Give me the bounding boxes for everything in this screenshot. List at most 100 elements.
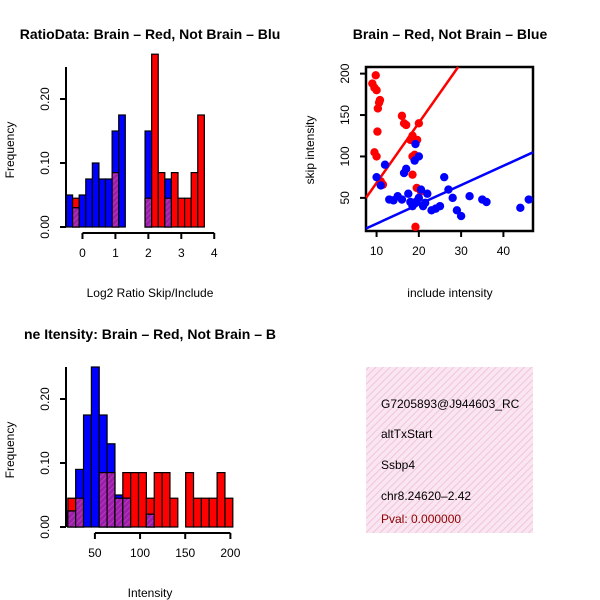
point-notbrain-33 [524,195,533,204]
ratio-y-label: Frequency [3,122,17,179]
scatter-x-tick-label-2: 30 [454,244,468,258]
point-brain-2 [371,71,380,80]
point-notbrain-19 [420,198,430,208]
bar-brain-0-18 [183,197,192,228]
scatter-axes: 50 100 150 200 10 20 30 40 [338,63,510,258]
bar-overlap-2-4 [98,472,108,528]
bar-brain-0-19 [190,172,199,228]
scatter-points [368,71,533,232]
y-tick-label-2-2: 0.20 [38,387,52,411]
point-notbrain-2 [380,160,390,169]
scatter-y-tick-label-3: 200 [338,63,352,83]
x-tick-label-2-2: 150 [175,546,195,560]
point-brain-9 [372,152,381,161]
bar-overlap-2-6 [114,497,124,528]
point-notbrain-28 [456,211,466,221]
bar-brain-2-8 [130,472,140,528]
bar-notbrain-0-4 [91,162,100,228]
bar-overlap-0-7 [111,172,120,228]
bar-brain-0-14 [157,172,166,228]
point-notbrain-6 [397,195,407,204]
info-location: chr8.24620–2.42 [381,489,471,503]
bar-notbrain-0-3 [85,178,93,228]
point-notbrain-17 [416,185,426,194]
bar-brain-2-16 [192,497,202,528]
info-pval: Pval: 0.000000 [381,512,461,526]
point-notbrain-24 [440,172,449,182]
ratio-histogram-panel: RatioData: Brain – Red, Not Brain – Blu … [3,26,280,300]
scatter-x-tick-label-3: 40 [497,244,511,258]
bar-brain-2-20 [224,497,234,528]
bar-brain-0-17 [177,197,186,228]
bar-notbrain-0-5 [98,178,107,228]
bar-overlap-0-1 [71,207,80,228]
intensity-histogram-panel: ne Itensity: Brain – Red, Not Brain – B … [3,326,276,600]
point-notbrain-25 [444,185,453,194]
point-notbrain-1 [376,181,385,190]
ratio-x-label: Log2 Ratio Skip/Include [87,286,214,300]
bar-brain-0-16 [170,172,179,228]
bar-overlap-2-1 [75,497,85,528]
point-notbrain-27 [452,206,462,215]
bar-brain-2-9 [137,472,147,528]
x-tick-label-2-3: 200 [220,546,240,560]
bar-notbrain-0-6 [104,178,113,228]
point-notbrain-8 [401,164,411,174]
scatter-y-tick-label-2: 150 [338,105,352,125]
bar-notbrain-0-2 [78,194,87,228]
info-event-id: G7205893@J944603_RC [381,397,520,411]
point-brain-15 [401,120,411,130]
point-notbrain-31 [482,197,491,207]
intensity-x-label: Intensity [128,586,173,600]
point-brain-22 [414,119,424,128]
ratio-axes: 0.00 0.10 0.20 0 1 2 3 4 [38,67,218,260]
point-brain-23 [408,170,417,179]
point-notbrain-34 [414,152,424,161]
point-notbrain-16 [414,193,424,203]
scatter-x-tick-label-1: 20 [412,244,426,258]
y-tick-label-2-0: 0.00 [38,515,52,539]
x-tick-label-2-0: 50 [88,546,102,560]
bar-brain-0-20 [197,114,205,228]
scatter-y-tick-label-1: 100 [338,146,352,166]
info-event-type: altTxStart [381,427,433,441]
intensity-y-label: Frequency [3,422,17,479]
point-brain-7 [373,127,382,136]
scatter-x-tick-label-0: 10 [370,244,384,258]
bar-notbrain-2-2 [82,414,92,528]
bar-overlap-2-7 [122,497,132,528]
info-clip-mask [533,395,600,415]
bar-brain-2-11 [153,472,163,528]
bar-overlap-0-12 [144,197,153,228]
x-tick-label-0-3: 3 [178,246,185,260]
scatter-panel: Brain – Red, Not Brain – Blue 50 100 150 20… [303,26,547,300]
intensity-axes: 0.00 0.10 0.20 50 100 150 200 [38,367,241,560]
scatter-x-label: include intensity [407,286,492,300]
intensity-bars [67,366,234,528]
x-tick-label-0-2: 2 [145,246,152,260]
y-tick-label-0-0: 0.00 [38,215,52,239]
ratio-bars [65,53,205,228]
scatter-y-tick-label-0: 50 [338,191,352,205]
point-brain-6 [375,95,385,105]
bar-brain-2-19 [216,472,226,528]
point-notbrain-20 [423,189,432,198]
point-notbrain-26 [448,193,457,203]
point-notbrain-32 [516,203,525,213]
intensity-chart-title: ne Itensity: Brain – Red, Not Brain – B [24,326,276,342]
info-gene: Ssbp4 [381,458,415,472]
x-tick-label-0-1: 1 [112,246,119,260]
x-tick-label-0-0: 0 [79,246,86,260]
y-tick-label-0-2: 0.20 [38,87,52,111]
scatter-plot-frame [364,65,535,233]
ratio-chart-title: RatioData: Brain – Red, Not Brain – Blu [20,26,281,42]
bar-overlap-0-15 [164,197,173,228]
scatter-fit-lines [364,66,534,230]
bar-brain-2-15 [185,472,195,528]
info-panel: G7205893@J944603_RC altTxStart Ssbp4 chr… [366,367,600,533]
bar-notbrain-2-3 [90,366,100,528]
bar-brain-2-13 [169,497,179,528]
info-background [366,367,533,533]
x-tick-label-0-4: 4 [211,246,218,260]
